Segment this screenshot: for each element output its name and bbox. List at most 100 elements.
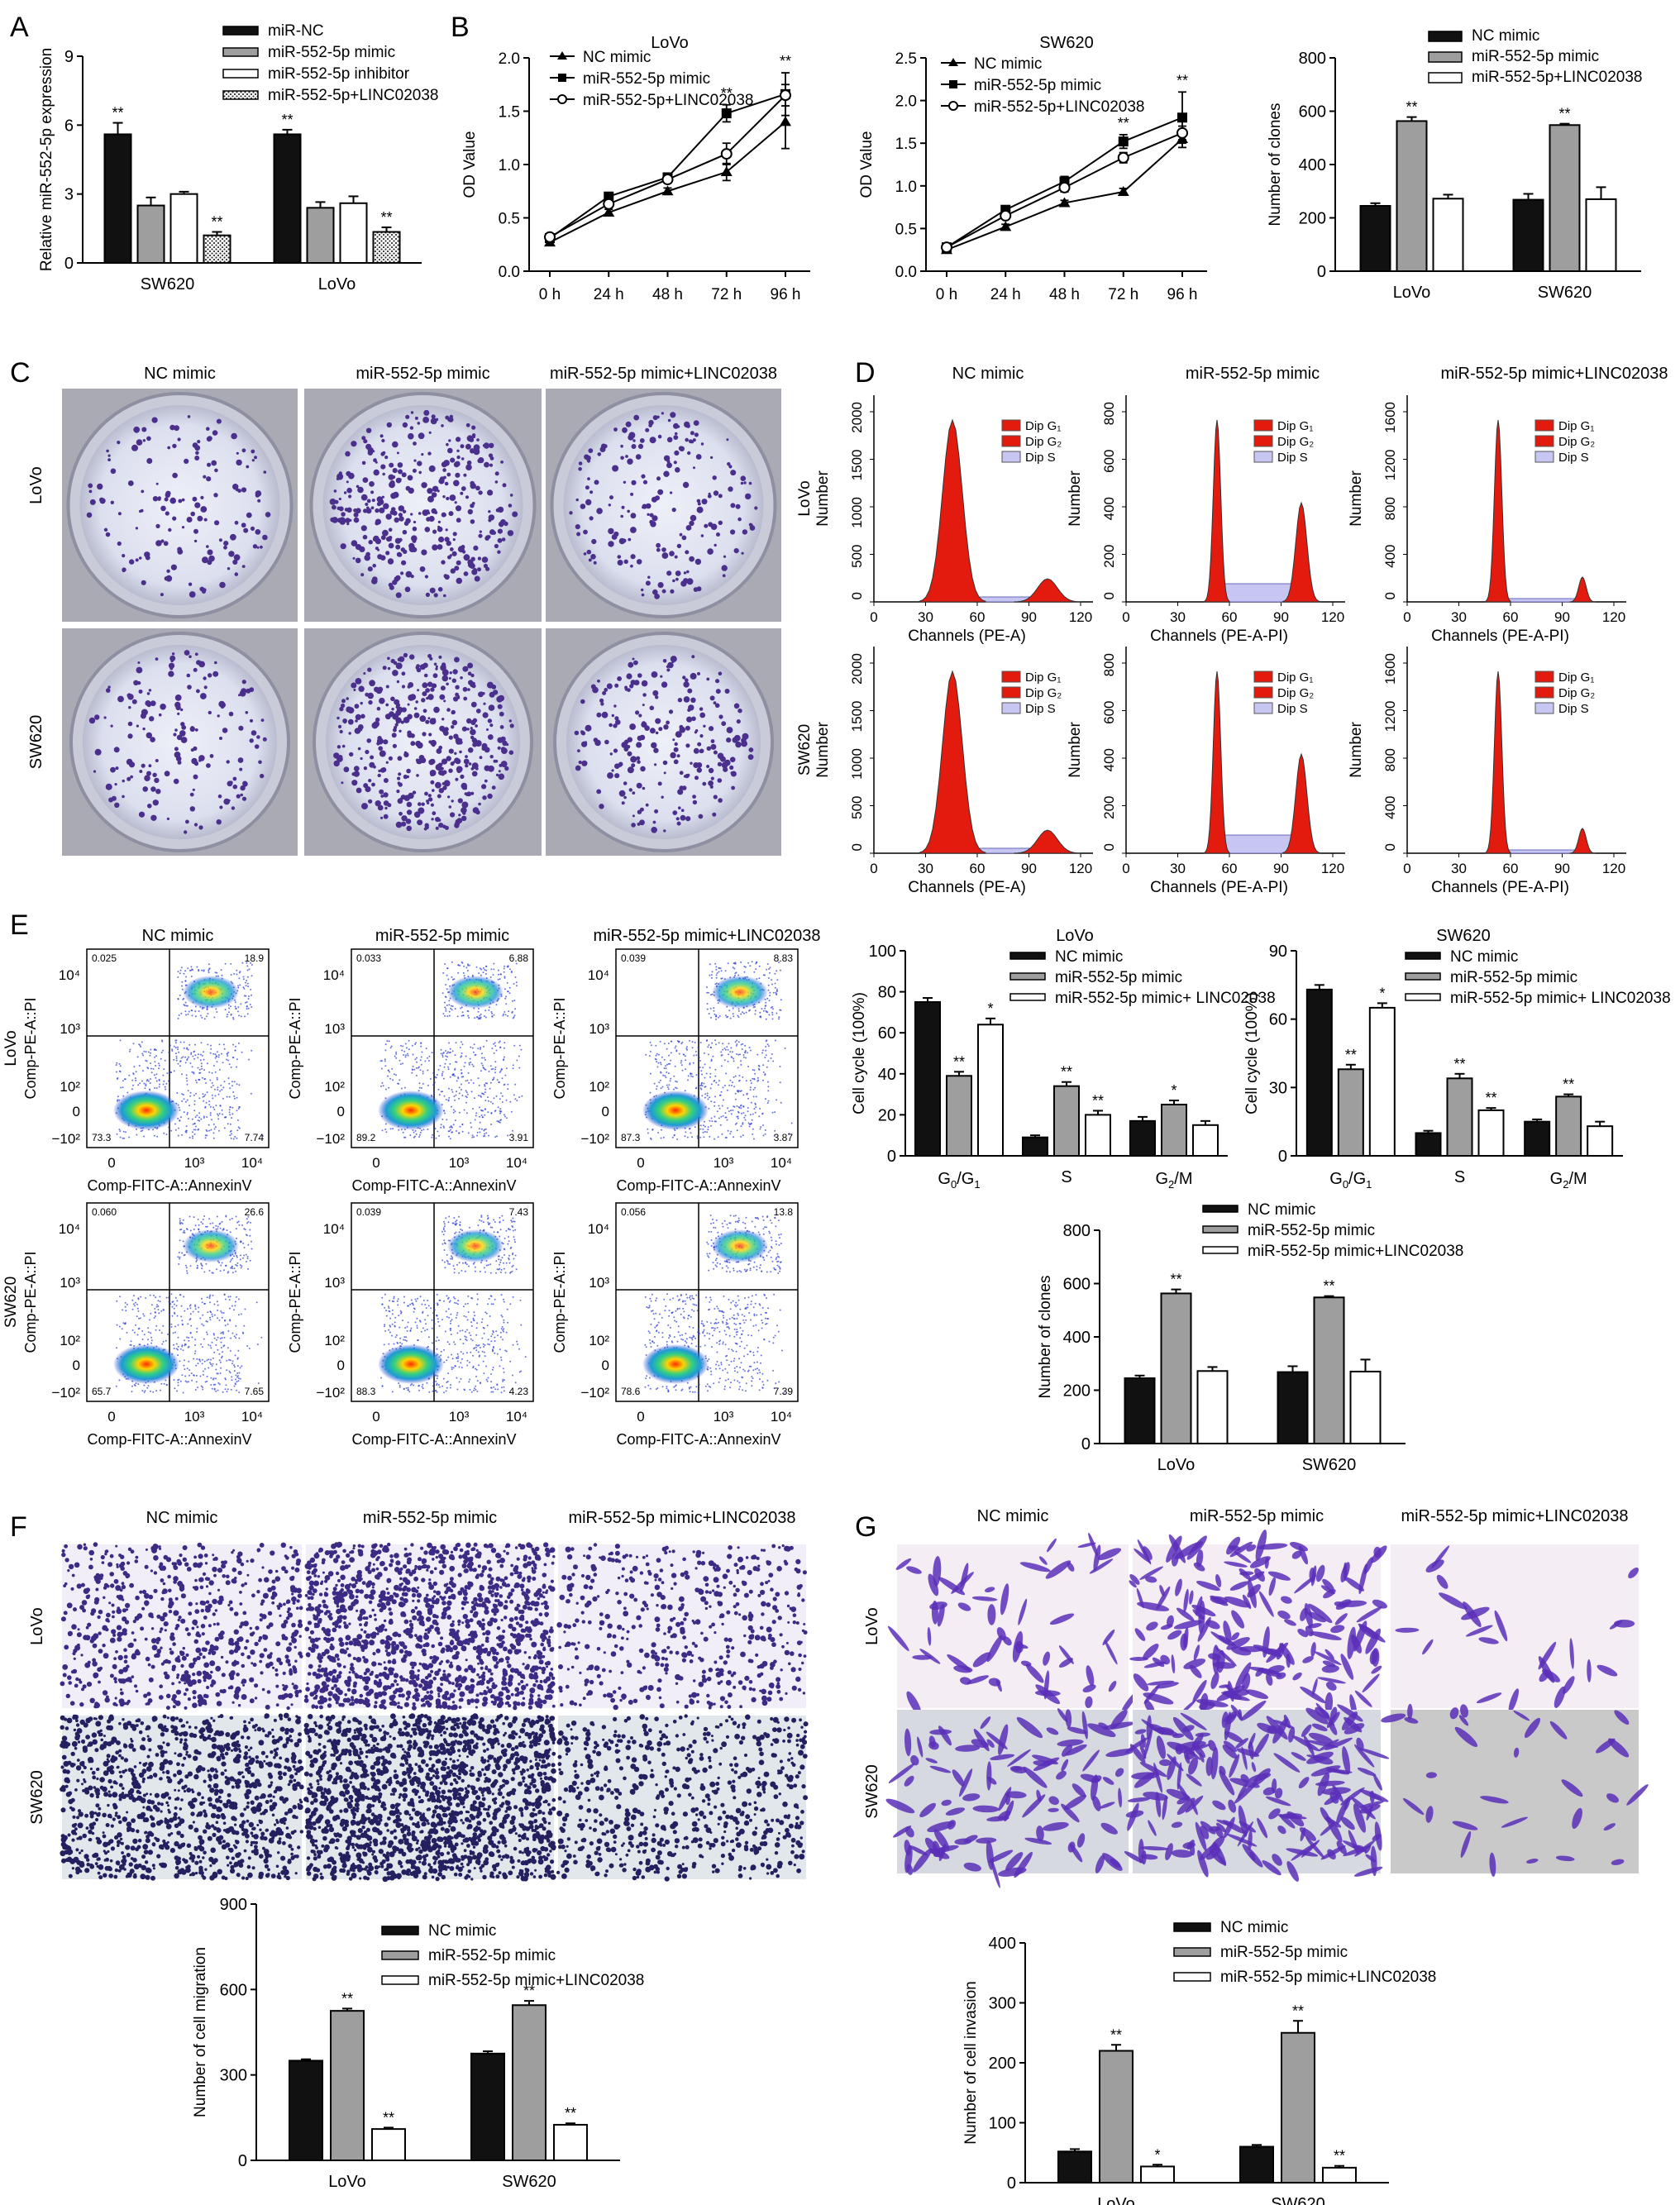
legend-label: miR-552-5p mimic xyxy=(1450,969,1577,986)
column-label: miR-552-5p mimic xyxy=(375,927,509,945)
significance-marker: ** xyxy=(211,214,222,231)
legend-label: Dip G₂ xyxy=(1558,435,1595,449)
density-hotspot xyxy=(378,1091,444,1130)
y-tick-label: 80 xyxy=(878,984,896,1002)
y-tick-label: 1500 xyxy=(849,450,865,481)
y-axis-label: Number xyxy=(1348,722,1365,778)
colony-dots xyxy=(88,650,267,834)
x-tick-label: 90 xyxy=(1021,609,1037,625)
legend-marker xyxy=(558,74,566,82)
y-tick-label: 0 xyxy=(602,1358,609,1373)
x-axis-label: Comp-FITC-A::AnnexinV xyxy=(351,1431,516,1448)
data-point-triangle xyxy=(603,207,615,217)
y-tick-label: −10² xyxy=(317,1385,346,1401)
y-tick-label: 400 xyxy=(1382,796,1398,819)
bar-sw620-0 xyxy=(1239,2145,1274,2184)
g2-peak xyxy=(1282,752,1320,854)
x-axis-label: Channels (PE-A-PI) xyxy=(1150,628,1288,645)
y-tick-label: 0 xyxy=(1081,1435,1091,1453)
data-point-square xyxy=(721,108,732,119)
y-tick-label: 0.0 xyxy=(895,264,917,281)
legend-swatch xyxy=(1202,1225,1239,1234)
bar-lovo-1 xyxy=(330,2010,365,2162)
x-tick-label: 90 xyxy=(1273,609,1289,625)
data-point-triangle xyxy=(780,116,791,126)
y-axis-label: OD Value xyxy=(858,131,876,198)
y-tick-label: 10² xyxy=(324,1333,345,1348)
y-axis-label: Number xyxy=(1067,722,1084,778)
significance-marker: ** xyxy=(1558,106,1570,122)
g2-peak xyxy=(1569,576,1596,603)
legend-label: miR-552-5p mimic xyxy=(428,1947,556,1964)
x-tick-label: 30 xyxy=(918,609,933,625)
legend-swatch xyxy=(1253,451,1273,463)
chart-panel-b-clones: 0 200 400 600 800 Number of clones ** LoVo ** SW6… xyxy=(1267,27,1642,302)
bar-lovo-0 xyxy=(1359,204,1391,272)
data-point-circle xyxy=(941,241,952,254)
significance-marker: ** xyxy=(1485,1090,1496,1106)
quadrant-value: 4.23 xyxy=(509,1386,529,1397)
bar-lovo-2 xyxy=(339,202,368,264)
quadrant-value: 7.39 xyxy=(774,1386,794,1397)
y-axis-label: Number of clones xyxy=(1267,103,1284,227)
x-tick-label: 90 xyxy=(1021,861,1037,876)
significance-marker: ** xyxy=(341,1990,353,2007)
y-axis-label: Comp-PE-A::PI xyxy=(551,997,568,1099)
legend-label: Dip G₂ xyxy=(1277,686,1314,700)
y-tick-label: 40 xyxy=(878,1066,896,1084)
quadrant-value: 89.2 xyxy=(356,1132,376,1143)
quadrant-value: 73.3 xyxy=(92,1132,112,1143)
cell-dots xyxy=(556,1543,808,1711)
g1-peak xyxy=(1204,419,1230,603)
x-tick-label: 0 xyxy=(637,1409,644,1425)
legend-marker xyxy=(557,94,567,104)
scatter-events xyxy=(379,961,523,1140)
x-tick-label: 120 xyxy=(1602,609,1625,625)
y-tick-label: 10⁴ xyxy=(588,1221,609,1237)
bar-lovo-2 xyxy=(1432,198,1464,272)
cell-shapes xyxy=(1381,1703,1649,1877)
dish-inner xyxy=(563,405,764,605)
legend-label: Dip G₂ xyxy=(1025,435,1062,449)
significance-marker: ** xyxy=(1323,1278,1334,1295)
panel-c-colony-photos: NC mimic miR-552-5p mimic miR-552-5p mimic… xyxy=(27,365,781,856)
colony-dots xyxy=(333,652,514,832)
panel-e-flow-cytometry: NC mimic miR-552-5p mimic miR-552-5p mimic… xyxy=(2,927,821,1448)
series-line xyxy=(549,94,786,238)
legend-label: Dip S xyxy=(1025,702,1056,716)
x-tick-label: 30 xyxy=(918,861,933,876)
panel-letter-e: E xyxy=(10,909,29,941)
significance-marker: ** xyxy=(1092,1092,1104,1109)
dish-inner xyxy=(326,645,520,839)
bar-sw620-0 xyxy=(1512,198,1544,273)
significance-marker: ** xyxy=(1563,1076,1574,1093)
y-tick-label: 0 xyxy=(1382,592,1398,599)
panel-f-migration-photos: NC mimic miR-552-5p mimic miR-552-5p mimic… xyxy=(28,1509,809,1883)
legend-label: miR-552-5p mimic xyxy=(268,44,395,61)
y-tick-label: 10² xyxy=(60,1079,80,1095)
cell-shapes xyxy=(885,1708,1136,1888)
chart-title: SW620 xyxy=(1436,927,1491,945)
chart-panel-f-migration: 0 300 600 900 Number of cell migration ** ** Lo… xyxy=(192,1896,644,2191)
legend-label: Dip G₁ xyxy=(1277,671,1313,685)
y-tick-label: 800 xyxy=(1382,497,1398,520)
density-hotspot xyxy=(447,1229,504,1262)
y-tick-label: 1600 xyxy=(1382,402,1398,433)
y-tick-label: 1000 xyxy=(849,748,865,780)
panel-d-cell-cycle-histograms: NC mimic miR-552-5p mimic miR-552-5p mimic… xyxy=(796,365,1668,896)
bar-s-2 xyxy=(1477,1109,1505,1157)
y-tick-label: 10³ xyxy=(324,1275,345,1291)
x-tick-label: S xyxy=(1061,1168,1071,1186)
dish-inner xyxy=(322,405,523,605)
y-tick-label: 0.5 xyxy=(499,211,520,228)
legend-swatch xyxy=(222,90,259,100)
chart-title: LoVo xyxy=(651,34,689,52)
quadrant-value: 3.87 xyxy=(774,1132,794,1143)
y-tick-label: 0 xyxy=(887,1148,896,1166)
x-tick-label: 10³ xyxy=(714,1155,734,1171)
g1-peak xyxy=(1204,671,1230,854)
significance-marker: ** xyxy=(1406,99,1417,116)
quadrant-value: 13.8 xyxy=(774,1206,794,1218)
